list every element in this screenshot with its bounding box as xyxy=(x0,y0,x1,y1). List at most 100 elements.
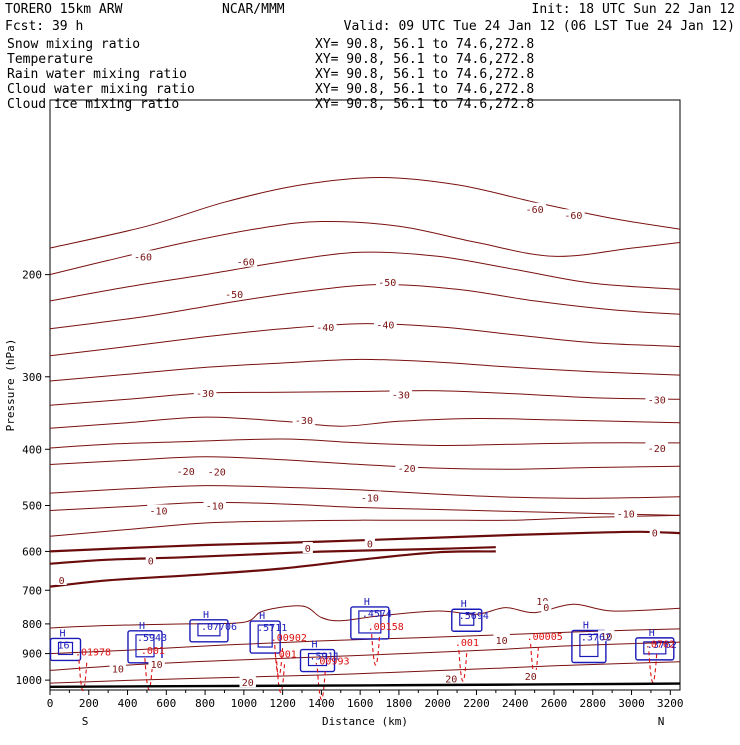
valid-time: Valid: 09 UTC Tue 24 Jan 12 (06 LST Tue … xyxy=(344,19,735,34)
rain-water-max-value: .01978 xyxy=(75,648,111,659)
model-title: TORERO 15km ARW xyxy=(5,2,123,17)
temperature-label: -60 xyxy=(237,258,255,269)
temperature-label: -20 xyxy=(648,444,666,455)
temperature-label: 0 xyxy=(59,576,65,587)
temperature-label-bg xyxy=(148,657,165,669)
temperature-contour-labels: -60 -60 -60 -60 -50 -50 -40 -40 -30 -30 -30 -30 -20 -… xyxy=(56,202,669,689)
isotherm-m10 xyxy=(49,514,681,537)
temperature-label-bg xyxy=(374,318,397,330)
temperature-label: 10 xyxy=(600,632,612,643)
temperature-label: 0 xyxy=(543,603,549,614)
cloud-water-max-marker: H xyxy=(461,599,467,610)
y-axis: 200 300 400 500 600 700 800 900 1000 xyxy=(16,269,50,687)
isotherm-m30 xyxy=(49,390,681,406)
temperature-label: -30 xyxy=(295,416,313,427)
cloud-water-contours xyxy=(49,606,675,673)
temperature-label: 0 xyxy=(367,540,373,551)
y-tick-label: 600 xyxy=(22,545,42,558)
temperature-label: -20 xyxy=(208,468,226,479)
y-tick-label: 800 xyxy=(22,618,42,631)
cloud-water-contour xyxy=(571,629,607,664)
cloud-water-contour xyxy=(358,610,382,634)
x-tick-label: 1600 xyxy=(347,697,374,710)
temperature-label-bg xyxy=(493,633,510,645)
x-tick-label: 400 xyxy=(118,697,138,710)
temperature-label: -30 xyxy=(648,395,666,406)
rain-water-max-value: .0762 xyxy=(645,639,675,650)
temperature-label: 0 xyxy=(652,529,658,540)
x-axis-title: Distance (km) xyxy=(322,715,408,728)
temperature-label-bg xyxy=(239,676,256,688)
rain-water-contour xyxy=(276,661,286,693)
temperature-label-bg xyxy=(234,255,258,267)
rain-water-max-value: .00005 xyxy=(527,632,563,643)
temperature-label: -20 xyxy=(177,467,195,478)
legend-field-xy: XY= 90.8, 56.1 to 74.6,272.8 xyxy=(315,67,534,82)
cloud-water-max-value: .3762 xyxy=(647,640,677,651)
temperature-label: 10 xyxy=(496,636,508,647)
isotherm-10 xyxy=(49,641,681,671)
temperature-label-bg xyxy=(131,250,155,262)
temperature-label-bg xyxy=(56,573,67,585)
cloud-water-contour xyxy=(451,608,483,632)
y-tick-label: 500 xyxy=(22,499,42,512)
temperature-label-bg xyxy=(395,462,418,474)
temperature-label-bg xyxy=(174,464,197,476)
cloud-water-max-marker: H xyxy=(203,610,209,621)
cloud-water-contour xyxy=(635,637,675,661)
x-tick-label: 1800 xyxy=(386,697,413,710)
temperature-label: 0 xyxy=(305,544,311,555)
isotherm-m20 xyxy=(49,438,681,449)
forecast-hour: Fcst: 39 h xyxy=(5,19,83,34)
temperature-label: -10 xyxy=(206,501,224,512)
cloud-water-max-value: .5694 xyxy=(459,611,489,622)
isotherm-0 xyxy=(49,550,496,588)
rain-water-contour xyxy=(648,651,658,683)
temperature-label-bg xyxy=(193,387,217,399)
cloud-water-contour xyxy=(57,641,74,656)
temperature-label: -40 xyxy=(376,321,394,332)
legend-field-xy: XY= 90.8, 56.1 to 74.6,272.8 xyxy=(315,82,534,97)
x-axis: 0 200 400 600 800 1000 1200 1400 1600 1800 2000 220… xyxy=(47,690,684,710)
temperature-label: -10 xyxy=(361,493,379,504)
temperature-label-bg xyxy=(598,630,615,642)
rain-water-max-value: .00993 xyxy=(313,656,349,667)
north-endpoint: N xyxy=(658,715,665,728)
cloud-water-max-marker: H xyxy=(60,628,66,639)
legend-field-label: Temperature xyxy=(7,52,93,67)
cloud-water-contour xyxy=(257,624,273,648)
temperature-label: 0 xyxy=(148,556,154,567)
temperature-label-bg xyxy=(443,672,460,684)
y-tick-label: 700 xyxy=(22,584,42,597)
temperature-label: -50 xyxy=(378,278,396,289)
rain-water-max-value: .001 xyxy=(273,649,297,660)
cloud-water-max-value: .5911 xyxy=(310,652,340,663)
surface-pressure-line xyxy=(49,682,681,688)
temperature-label-bg xyxy=(541,600,552,612)
temperature-label-bg xyxy=(645,393,669,405)
temperature-label: -60 xyxy=(134,252,152,263)
isotherm-m60 xyxy=(49,176,681,249)
temperature-label: 20 xyxy=(525,672,537,683)
legend-field-label: Rain water mixing ratio xyxy=(7,67,187,82)
temperature-label-bg xyxy=(203,499,227,511)
temperature-label: 20 xyxy=(445,674,457,685)
legend-field-label: Cloud ice mixing ratio xyxy=(7,97,179,112)
temperature-label: -60 xyxy=(526,205,544,216)
isotherm-m20 xyxy=(49,456,681,470)
cloud-water-max-value: .5943 xyxy=(137,633,167,644)
cloud-water-contour xyxy=(197,623,221,637)
isotherm-20 xyxy=(49,661,681,684)
plot-frame xyxy=(49,99,681,691)
rain-water-max-value: .001 xyxy=(455,638,479,649)
x-tick-label: 1000 xyxy=(231,697,258,710)
field-legend: Snow mixing ratio XY= 90.8, 56.1 to 74.6,… xyxy=(7,37,534,112)
legend-field-xy: XY= 90.8, 56.1 to 74.6,272.8 xyxy=(315,97,534,112)
temperature-label-bg xyxy=(358,491,382,503)
temperature-label: 10 xyxy=(112,665,124,676)
cloud-water-contour xyxy=(307,652,328,667)
temperature-label-bg xyxy=(145,554,156,566)
rain-water-contour xyxy=(371,634,381,666)
